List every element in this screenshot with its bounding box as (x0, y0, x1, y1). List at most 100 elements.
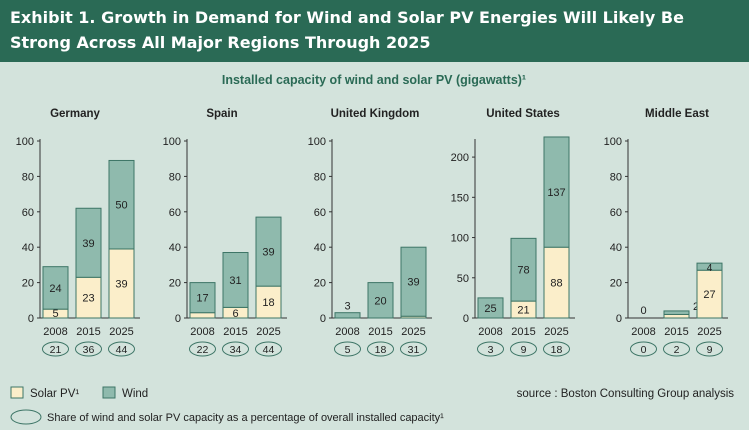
x-tick-label: 2025 (401, 326, 425, 338)
y-tick-label: 80 (314, 171, 326, 183)
legend-solar-label: Solar PV¹ (30, 388, 79, 400)
y-tick-label: 100 (16, 136, 34, 148)
share-value: 2 (674, 344, 680, 356)
bar-wind (108, 159, 135, 250)
data-label-solar: 39 (115, 278, 127, 290)
share-oval (334, 341, 361, 357)
y-tick-label: 20 (169, 278, 181, 290)
data-label-wind: 17 (196, 293, 208, 305)
y-tick-label: 80 (22, 171, 34, 183)
data-label-wind: 31 (229, 275, 241, 287)
share-oval (222, 341, 249, 357)
y-tick-label: 200 (451, 152, 469, 164)
y-tick-label: 100 (451, 233, 469, 245)
share-oval (189, 341, 216, 357)
share-value: 9 (707, 344, 713, 356)
x-tick-label: 2015 (664, 326, 688, 338)
y-tick-label: 20 (22, 278, 34, 290)
share-oval (663, 341, 690, 357)
legend-wind-label: Wind (122, 388, 148, 400)
share-oval (543, 341, 570, 357)
share-value: 34 (230, 344, 242, 356)
bar-wind (367, 282, 394, 319)
share-value: 22 (197, 344, 209, 356)
solar-swatch (10, 386, 24, 399)
panel-title: Spain (206, 108, 237, 120)
x-tick-label: 2025 (109, 326, 133, 338)
x-tick-label: 2008 (335, 326, 359, 338)
panel-title: Middle East (645, 108, 709, 120)
share-oval (477, 341, 504, 357)
panel-title: United Kingdom (331, 108, 420, 120)
share-value: 18 (551, 344, 563, 356)
x-tick-label: 2025 (256, 326, 280, 338)
y-tick-label: 60 (169, 207, 181, 219)
legend-share-note: Share of wind and solar PV capacity as a… (47, 412, 444, 424)
data-label-wind: 39 (82, 238, 94, 250)
share-value: 5 (345, 344, 351, 356)
share-value: 18 (375, 344, 387, 356)
chart-subtitle: Installed capacity of wind and solar PV … (222, 73, 526, 87)
share-oval (400, 341, 427, 357)
x-tick-label: 2015 (368, 326, 392, 338)
data-label-wind: 25 (484, 303, 496, 315)
y-tick-label: 100 (604, 136, 622, 148)
bar-wind (42, 266, 69, 310)
y-tick-label: 40 (22, 242, 34, 254)
y-tick-label: 100 (308, 136, 326, 148)
x-tick-label: 2008 (190, 326, 214, 338)
y-tick-label: 80 (610, 171, 622, 183)
data-label-solar: 18 (262, 297, 274, 309)
bar-wind (477, 297, 504, 319)
bar-wind (663, 310, 690, 315)
data-label-wind: 20 (374, 295, 386, 307)
share-oval (108, 341, 135, 357)
x-tick-label: 2015 (511, 326, 535, 338)
bar-wind (222, 252, 249, 308)
bar-solar (696, 269, 723, 319)
y-tick-label: 60 (610, 207, 622, 219)
data-label-wind: 78 (517, 265, 529, 277)
header-banner: Exhibit 1. Growth in Demand for Wind and… (0, 0, 749, 62)
bar-wind (334, 312, 361, 319)
data-label-solar: 21 (517, 305, 529, 317)
data-label-wind: 137 (547, 187, 565, 199)
data-label-solar: 6 (232, 308, 238, 320)
y-tick-label: 0 (28, 313, 34, 325)
share-oval (75, 341, 102, 357)
share-value: 44 (116, 344, 128, 356)
data-label-wind: 24 (49, 283, 61, 295)
bar-wind (696, 262, 723, 271)
share-oval (42, 341, 69, 357)
bar-solar (75, 276, 102, 319)
share-value: 0 (641, 344, 647, 356)
bar-solar (108, 248, 135, 319)
y-tick-label: 150 (451, 192, 469, 204)
x-tick-label: 2008 (478, 326, 502, 338)
x-tick-label: 2025 (544, 326, 568, 338)
bar-wind (543, 136, 570, 248)
y-tick-label: 40 (169, 242, 181, 254)
share-oval (367, 341, 394, 357)
exhibit-title: Exhibit 1. Growth in Demand for Wind and… (10, 8, 684, 52)
share-oval (696, 341, 723, 357)
share-value: 36 (83, 344, 95, 356)
bar-wind (75, 207, 102, 278)
y-tick-label: 20 (610, 278, 622, 290)
y-tick-label: 60 (22, 207, 34, 219)
x-tick-label: 2015 (223, 326, 247, 338)
data-label-solar: 23 (82, 293, 94, 305)
charts-area: Installed capacity of wind and solar PV … (10, 73, 734, 425)
y-tick-label: 60 (314, 207, 326, 219)
x-tick-label: 2008 (631, 326, 655, 338)
bar-solar (663, 313, 690, 319)
bar-wind (255, 216, 282, 287)
share-oval (255, 341, 282, 357)
x-tick-label: 2015 (76, 326, 100, 338)
data-label-wind: 4 (707, 263, 713, 274)
y-tick-label: 0 (463, 313, 469, 325)
y-tick-label: 20 (314, 278, 326, 290)
share-value: 44 (263, 344, 275, 356)
data-label-wind: 0 (640, 305, 646, 317)
share-value: 31 (408, 344, 420, 356)
